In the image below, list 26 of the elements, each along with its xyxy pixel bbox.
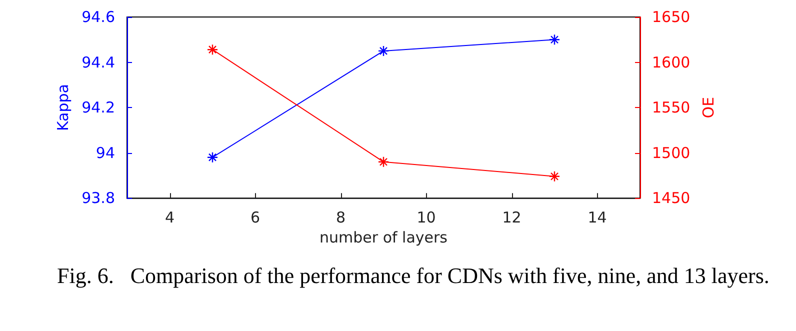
point (548, 170, 560, 182)
y2-tick-label: 1650 (652, 8, 690, 26)
y2-tick-label: 1500 (652, 144, 690, 162)
x-tick-label: 8 (336, 208, 346, 227)
x-tick-label: 14 (588, 208, 607, 227)
y2-tick-label: 1550 (652, 98, 690, 117)
caption: Fig. 6. Comparison of the performance for CDNs with five, nine, and 13 layers. (57, 262, 770, 290)
point (378, 156, 390, 168)
point (548, 34, 560, 46)
y-tick-label: 94.2 (82, 98, 115, 117)
y-tick-label: 94.4 (82, 53, 115, 72)
x-tick-label: 10 (416, 208, 436, 227)
y2-tick-label: 1450 (652, 189, 690, 208)
point (378, 45, 390, 57)
x-axis-title: number of layers (320, 228, 448, 246)
y2-axis-title: OE (700, 96, 718, 118)
y-tick-label: 94.6 (82, 8, 115, 26)
point (206, 152, 218, 163)
y-axis-title: Kappa (54, 84, 72, 132)
x-tick-label: 4 (164, 208, 175, 227)
y2-tick-label: 1600 (652, 53, 690, 72)
point (206, 44, 218, 56)
x-tick-label: 12 (502, 208, 522, 227)
y-tick-label: 93.8 (82, 189, 115, 208)
y-tick-label: 94 (96, 144, 115, 162)
x-tick-label: 6 (250, 208, 260, 227)
